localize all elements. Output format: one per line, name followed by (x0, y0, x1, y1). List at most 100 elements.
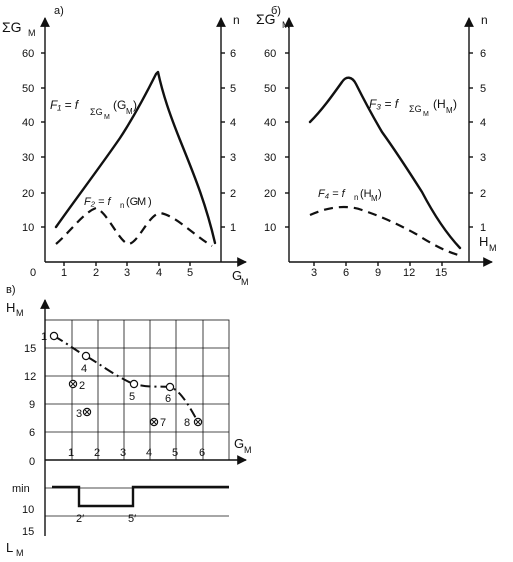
origin-label: 0 (30, 267, 36, 279)
svg-text:): ) (378, 188, 382, 200)
panel-v-y-bottom-ticks: 10 15 (22, 504, 34, 538)
tick-label: 10 (264, 222, 276, 234)
svg-text:(G: (G (126, 196, 138, 208)
point-3: 3 (76, 407, 92, 420)
svg-text:n: n (354, 193, 358, 202)
panel-v: в) H М 15 12 9 6 0 min (6, 284, 252, 558)
tick-label: 10 (22, 222, 34, 234)
svg-text:М: М (371, 194, 378, 203)
panel-v-y-bottom-sub: М (16, 548, 24, 558)
panel-v-x-ticks: 1 2 3 4 5 6 (68, 447, 205, 459)
panel-a-y-left-label: ΣG (2, 19, 22, 35)
tick-label: 20 (22, 188, 34, 200)
tick-label: 4 (230, 117, 236, 129)
label-f2: F₂ = f n (G М ) (84, 196, 152, 210)
svg-text:(H: (H (360, 188, 372, 200)
svg-text:8: 8 (184, 417, 190, 429)
panel-v-y-top-label: H (6, 300, 15, 315)
label-f4: F₄ = f n (H М ) (318, 188, 382, 203)
tick-label: 6 (199, 447, 205, 459)
tick-label: 5 (172, 447, 178, 459)
tick-label: 1 (480, 222, 486, 234)
svg-text:): ) (453, 97, 457, 111)
step-label-2: 2′ (76, 513, 84, 525)
svg-text:F₃ = f: F₃ = f (369, 97, 400, 111)
tick-label: 3 (124, 267, 130, 279)
point-5: 5 (129, 379, 139, 403)
tick-label: 9 (375, 267, 381, 279)
svg-text:М: М (423, 111, 429, 118)
panel-b-x-label: H (479, 234, 488, 249)
curve-f2 (55, 206, 213, 247)
panel-v-points: 1 4 2 3 5 6 (41, 331, 203, 429)
svg-text:М: М (137, 196, 146, 208)
tick-label: 1 (230, 222, 236, 234)
tick-label: 1 (61, 267, 67, 279)
tick-label: 2 (230, 188, 236, 200)
tick-label: 60 (264, 48, 276, 60)
curve-f1 (54, 70, 217, 245)
tick-label: 1 (68, 447, 74, 459)
svg-text:ΣG: ΣG (90, 107, 103, 117)
panel-v-x-sub: М (244, 445, 252, 455)
panel-v-label: в) (6, 284, 16, 296)
panel-a-x-sub: М (241, 277, 249, 287)
tick-label: 15 (24, 343, 36, 355)
tick-label: 30 (264, 152, 276, 164)
svg-text:(G: (G (113, 98, 126, 112)
tick-label: 2 (480, 188, 486, 200)
tick-label: 2 (93, 267, 99, 279)
tick-label: 6 (343, 267, 349, 279)
tick-label: 12 (403, 267, 415, 279)
panel-v-x-label: G (234, 436, 244, 451)
svg-text:М: М (446, 106, 453, 115)
svg-text:М: М (104, 114, 110, 121)
svg-text:4: 4 (81, 363, 87, 375)
point-1: 1 (41, 331, 59, 343)
tick-label: 12 (24, 371, 36, 383)
tick-label: 60 (22, 48, 34, 60)
tick-label: 6 (480, 48, 486, 60)
point-6: 6 (165, 382, 175, 405)
step-profile (52, 485, 229, 508)
tick-label: 15 (22, 526, 34, 538)
point-8: 8 (184, 417, 203, 429)
panel-b: б) ΣG М n 10 20 30 40 50 60 1 2 3 4 5 6 (256, 5, 497, 279)
panel-b-y-right-label: n (481, 13, 488, 27)
tick-label: 4 (156, 267, 162, 279)
panel-v-min-label: min (12, 483, 30, 495)
tick-label: 5 (480, 83, 486, 95)
panel-a-y-right-ticks: 1 2 3 4 5 6 (221, 48, 236, 234)
tick-label: 6 (230, 48, 236, 60)
label-f3: F₃ = f ΣG М (H М ) (369, 97, 457, 118)
tick-label: 10 (22, 504, 34, 516)
panel-a-x-ticks: 0 1 2 3 4 5 (30, 262, 193, 279)
label-f1: F₁ = f ΣG М (G М ) (50, 98, 137, 121)
svg-text:7: 7 (160, 417, 166, 429)
panel-b-y-left-label: ΣG (256, 11, 276, 27)
panel-v-zero: 0 (29, 456, 35, 468)
svg-text:3: 3 (76, 408, 82, 420)
panel-b-label: б) (271, 5, 281, 17)
tick-label: 5 (230, 83, 236, 95)
svg-text:ΣG: ΣG (409, 104, 422, 114)
svg-text:1: 1 (41, 331, 47, 343)
tick-label: 40 (264, 117, 276, 129)
panel-a-x-label: G (232, 268, 242, 283)
svg-text:n: n (120, 201, 124, 210)
tick-label: 50 (264, 83, 276, 95)
tick-label: 50 (22, 83, 34, 95)
svg-text:2: 2 (79, 380, 85, 392)
panel-b-x-sub: М (489, 243, 497, 253)
tick-label: 6 (29, 427, 35, 439)
panel-b-y-right-ticks: 1 2 3 4 5 6 (469, 48, 486, 234)
tick-label: 40 (22, 117, 34, 129)
svg-text:): ) (148, 196, 152, 208)
point-4: 4 (81, 351, 91, 375)
tick-label: 4 (480, 117, 486, 129)
svg-text:F₂ = f: F₂ = f (84, 196, 111, 208)
panel-b-x-ticks: 3 6 9 12 15 (311, 262, 447, 279)
svg-text:F₁ = f: F₁ = f (50, 98, 80, 112)
svg-text:5: 5 (129, 391, 135, 403)
point-2: 2 (68, 379, 85, 392)
